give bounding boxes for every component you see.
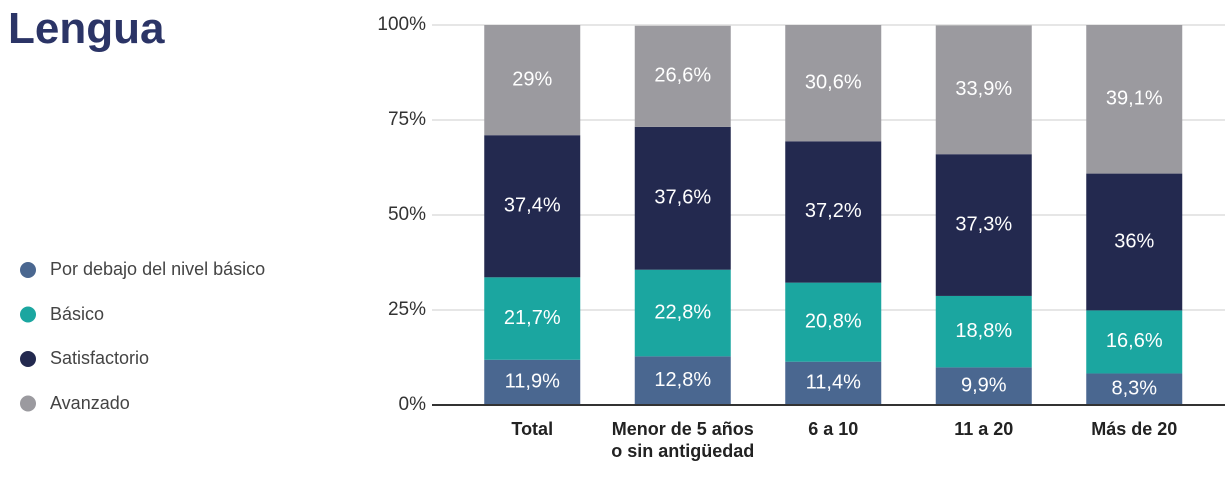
bar-segment [935, 25, 1032, 155]
bar-segment [634, 269, 731, 357]
y-tick-label: 25% [388, 299, 426, 320]
x-tick-label: Más de 20 [1091, 419, 1178, 439]
data-label: 18,8% [955, 320, 1012, 342]
data-label: 21,7% [504, 307, 561, 329]
chart-title: Lengua [8, 4, 165, 53]
data-label: 37,6% [654, 187, 711, 209]
legend-label: Satisfactorio [50, 348, 150, 368]
bar-segment [484, 277, 581, 360]
data-label: 8,3% [1111, 378, 1157, 400]
y-tick-label: 100% [377, 14, 426, 35]
data-label: 33,9% [955, 78, 1012, 100]
legend-label: Básico [50, 303, 105, 324]
legend-marker [20, 262, 36, 278]
data-label: 29% [512, 68, 552, 90]
bar-segment [935, 367, 1032, 405]
data-label: 9,9% [961, 374, 1007, 396]
data-label: 37,2% [805, 200, 862, 222]
x-tick-label: 11 a 20 [954, 419, 1014, 439]
x-tick-label: Total [511, 419, 554, 439]
bar-segment [1086, 25, 1183, 174]
data-label: 11,4% [806, 372, 861, 394]
bar-segment [484, 25, 581, 136]
data-label: 26,6% [654, 65, 711, 87]
bar-segment [935, 295, 1032, 368]
data-label: 30,6% [805, 71, 862, 93]
legend-label: Por debajo del nivel básico [50, 259, 266, 279]
data-label: 12,8% [654, 369, 711, 391]
y-tick-label: 50% [388, 204, 426, 225]
bar-segment [634, 356, 731, 405]
bar-segment [785, 141, 882, 283]
data-label: 22,8% [654, 301, 711, 323]
bar-segment [1086, 173, 1183, 311]
legend-marker [20, 395, 36, 412]
bar-segment [1086, 373, 1183, 405]
bar-segment [785, 282, 882, 362]
legend-marker [20, 306, 36, 323]
bar-segment [1086, 310, 1183, 374]
x-tick-label: Menor de 5 años o sin antigüedad [611, 419, 755, 461]
bar-segment [634, 25, 731, 127]
data-label: 20,8% [805, 310, 862, 332]
bar-segment [785, 25, 882, 142]
bar-segment [484, 359, 581, 405]
x-tick-label: 6 a 10 [808, 419, 859, 439]
data-label: 36% [1114, 230, 1154, 252]
y-tick-label: 75% [388, 109, 426, 130]
bar-segment [935, 154, 1032, 296]
bar-segment [785, 361, 882, 405]
data-label: 37,4% [504, 195, 561, 217]
bar-segment [484, 135, 581, 278]
legend-marker [20, 351, 36, 367]
data-label: 16,6% [1106, 330, 1163, 352]
data-label: 11,9% [505, 371, 560, 393]
bar-segment [634, 126, 731, 270]
y-tick-label: 0% [399, 394, 427, 415]
data-label: 37,3% [955, 213, 1012, 235]
data-label: 39,1% [1106, 88, 1163, 110]
legend-label: Avanzado [50, 392, 130, 413]
